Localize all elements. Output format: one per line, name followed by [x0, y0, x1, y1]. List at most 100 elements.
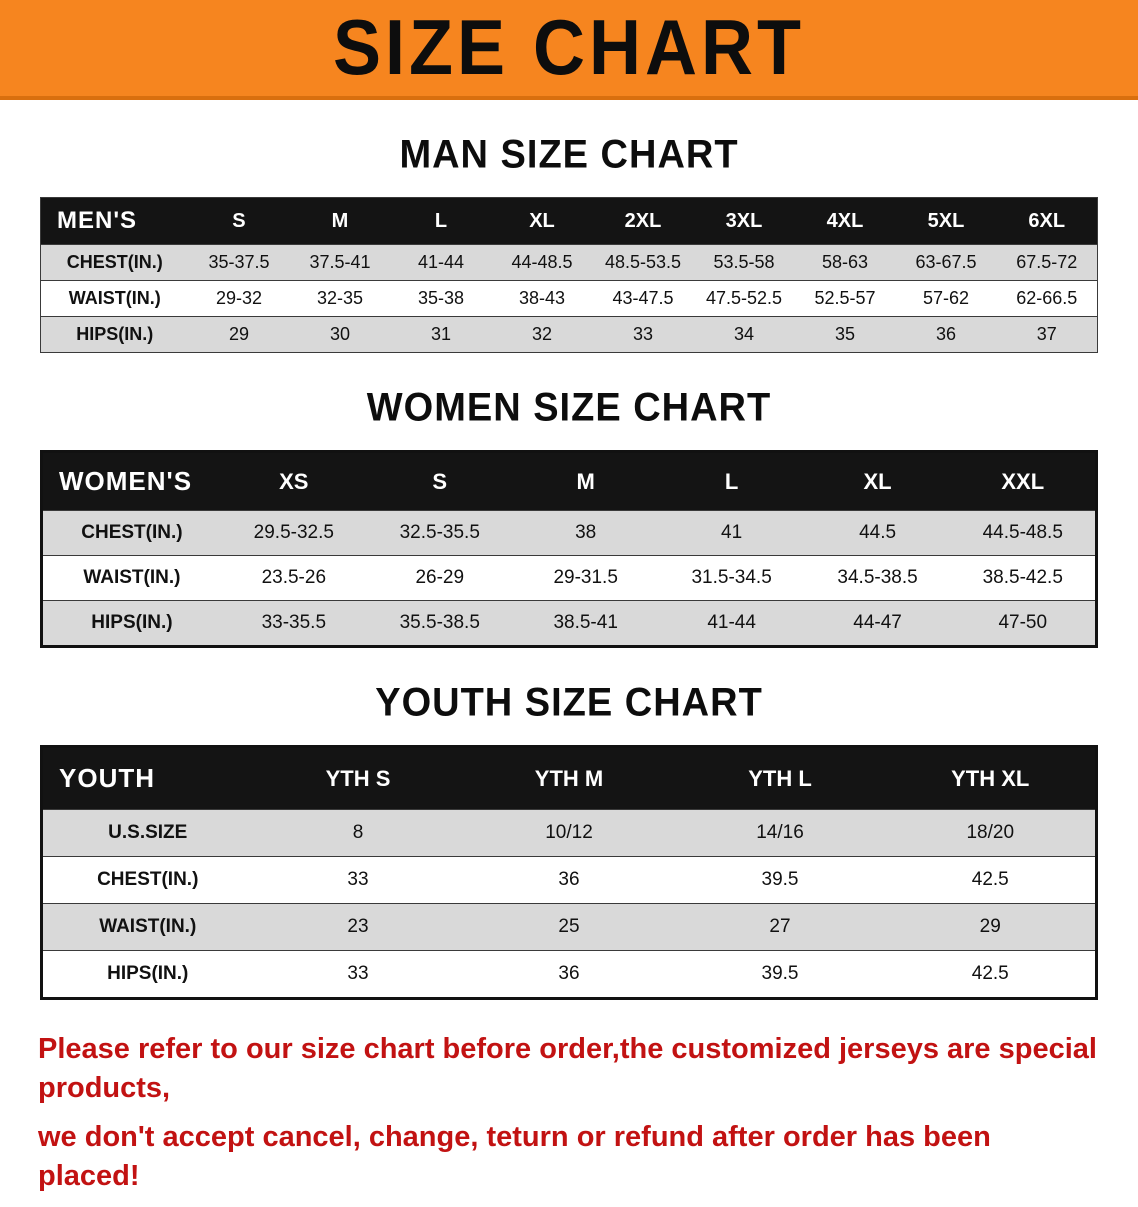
measurement-value: 57-62 — [895, 280, 997, 317]
table-title-cell: MEN'S — [40, 197, 189, 245]
measurement-value: 36 — [463, 856, 675, 904]
measurement-value: 31.5-34.5 — [658, 555, 805, 601]
man-size-heading: MAN SIZE CHART — [399, 132, 739, 178]
measurement-value: 44-48.5 — [491, 244, 593, 281]
size-column-header: YTH M — [463, 746, 675, 810]
women-size-heading: WOMEN SIZE CHART — [366, 385, 772, 431]
measurement-value: 33-35.5 — [220, 600, 367, 647]
measurement-row: WAIST(IN.) 23 25 27 29 — [41, 903, 1097, 951]
measurement-value: 62-66.5 — [996, 280, 1098, 317]
measurement-value: 67.5-72 — [996, 244, 1098, 281]
measurement-value: 43-47.5 — [592, 280, 694, 317]
measurement-value: 26-29 — [366, 555, 513, 601]
table-title-cell: WOMEN'S — [41, 451, 221, 511]
table-title-cell: YOUTH — [41, 746, 253, 810]
youth-size-section: YOUTH SIZE CHART YOUTH YTH S YTH M YTH L YTH… — [0, 680, 1138, 1000]
size-column-header: 4XL — [794, 197, 896, 245]
measurement-value: 33 — [252, 950, 464, 999]
measurement-label: HIPS(IN.) — [41, 600, 221, 647]
measurement-value: 41-44 — [390, 244, 492, 281]
size-column-header: 2XL — [592, 197, 694, 245]
measurement-value: 41-44 — [658, 600, 805, 647]
measurement-value: 38 — [512, 510, 659, 556]
youth-size-table: YOUTH YTH S YTH M YTH L YTH XL U.S.SIZE 8 10/12… — [40, 745, 1098, 1000]
size-column-header: XL — [491, 197, 593, 245]
measurement-row: CHEST(IN.) 33 36 39.5 42.5 — [41, 856, 1097, 904]
measurement-value: 39.5 — [674, 950, 886, 999]
measurement-value: 29 — [885, 903, 1097, 951]
measurement-value: 34.5-38.5 — [804, 555, 951, 601]
measurement-value: 35-37.5 — [188, 244, 290, 281]
size-chart-banner: SIZE CHART — [0, 0, 1138, 100]
man-size-section: MAN SIZE CHART MEN'S S M L XL 2XL 3XL 4XL 5XL 6XL… — [0, 132, 1138, 353]
size-column-header: 3XL — [693, 197, 795, 245]
measurement-value: 44.5 — [804, 510, 951, 556]
measurement-value: 32-35 — [289, 280, 391, 317]
measurement-value: 35 — [794, 316, 896, 353]
women-size-section: WOMEN SIZE CHART WOMEN'S XS S M L XL XXL CHEST(… — [0, 385, 1138, 648]
measurement-value: 35-38 — [390, 280, 492, 317]
measurement-value: 29 — [188, 316, 290, 353]
measurement-value: 29-31.5 — [512, 555, 659, 601]
measurement-label: CHEST(IN.) — [41, 510, 221, 556]
measurement-value: 52.5-57 — [794, 280, 896, 317]
measurement-value: 38-43 — [491, 280, 593, 317]
size-column-header: YTH XL — [885, 746, 1097, 810]
measurement-value: 58-63 — [794, 244, 896, 281]
measurement-value: 63-67.5 — [895, 244, 997, 281]
table-header-row: MEN'S S M L XL 2XL 3XL 4XL 5XL 6XL — [40, 197, 1098, 245]
measurement-label: HIPS(IN.) — [41, 950, 253, 999]
order-notice: Please refer to our size chart before or… — [38, 1030, 1100, 1197]
measurement-value: 32 — [491, 316, 593, 353]
size-column-header: S — [188, 197, 290, 245]
size-column-header: YTH S — [252, 746, 464, 810]
measurement-value: 44-47 — [804, 600, 951, 647]
mens-size-table: MEN'S S M L XL 2XL 3XL 4XL 5XL 6XL CHEST(IN.) 35-37… — [40, 197, 1098, 353]
measurement-value: 8 — [252, 809, 464, 857]
measurement-value: 18/20 — [885, 809, 1097, 857]
size-column-header: M — [289, 197, 391, 245]
youth-size-heading: YOUTH SIZE CHART — [375, 680, 763, 726]
measurement-label: U.S.SIZE — [41, 809, 253, 857]
measurement-value: 33 — [252, 856, 464, 904]
measurement-value: 27 — [674, 903, 886, 951]
measurement-row: HIPS(IN.) 29 30 31 32 33 34 35 36 37 — [40, 316, 1098, 353]
measurement-value: 42.5 — [885, 950, 1097, 999]
size-column-header: 6XL — [996, 197, 1098, 245]
measurement-value: 44.5-48.5 — [950, 510, 1097, 556]
measurement-value: 10/12 — [463, 809, 675, 857]
measurement-value: 38.5-41 — [512, 600, 659, 647]
size-column-header: S — [366, 451, 513, 511]
measurement-value: 32.5-35.5 — [366, 510, 513, 556]
measurement-value: 33 — [592, 316, 694, 353]
womens-size-table: WOMEN'S XS S M L XL XXL CHEST(IN.) 29.5-32.5 32.5… — [40, 450, 1098, 648]
measurement-label: CHEST(IN.) — [40, 244, 189, 281]
measurement-value: 30 — [289, 316, 391, 353]
measurement-row: CHEST(IN.) 35-37.5 37.5-41 41-44 44-48.5 48.5… — [40, 244, 1098, 281]
measurement-value: 36 — [895, 316, 997, 353]
measurement-label: WAIST(IN.) — [41, 555, 221, 601]
measurement-row: CHEST(IN.) 29.5-32.5 32.5-35.5 38 41 44.5 44.5… — [41, 510, 1097, 556]
size-column-header: 5XL — [895, 197, 997, 245]
measurement-value: 39.5 — [674, 856, 886, 904]
measurement-value: 29.5-32.5 — [220, 510, 367, 556]
measurement-row: WAIST(IN.) 29-32 32-35 35-38 38-43 43-47.5 47.… — [40, 280, 1098, 317]
measurement-row: HIPS(IN.) 33 36 39.5 42.5 — [41, 950, 1097, 999]
measurement-value: 47.5-52.5 — [693, 280, 795, 317]
measurement-value: 42.5 — [885, 856, 1097, 904]
measurement-value: 25 — [463, 903, 675, 951]
size-column-header: L — [390, 197, 492, 245]
table-header-row: WOMEN'S XS S M L XL XXL — [41, 451, 1097, 511]
measurement-value: 37.5-41 — [289, 244, 391, 281]
measurement-value: 48.5-53.5 — [592, 244, 694, 281]
notice-line-1: Please refer to our size chart before or… — [38, 1033, 1097, 1105]
measurement-value: 23.5-26 — [220, 555, 367, 601]
measurement-value: 34 — [693, 316, 795, 353]
size-column-header: XXL — [950, 451, 1097, 511]
measurement-row: WAIST(IN.) 23.5-26 26-29 29-31.5 31.5-34.5 34… — [41, 555, 1097, 601]
size-column-header: YTH L — [674, 746, 886, 810]
measurement-row: U.S.SIZE 8 10/12 14/16 18/20 — [41, 809, 1097, 857]
measurement-value: 36 — [463, 950, 675, 999]
measurement-value: 14/16 — [674, 809, 886, 857]
